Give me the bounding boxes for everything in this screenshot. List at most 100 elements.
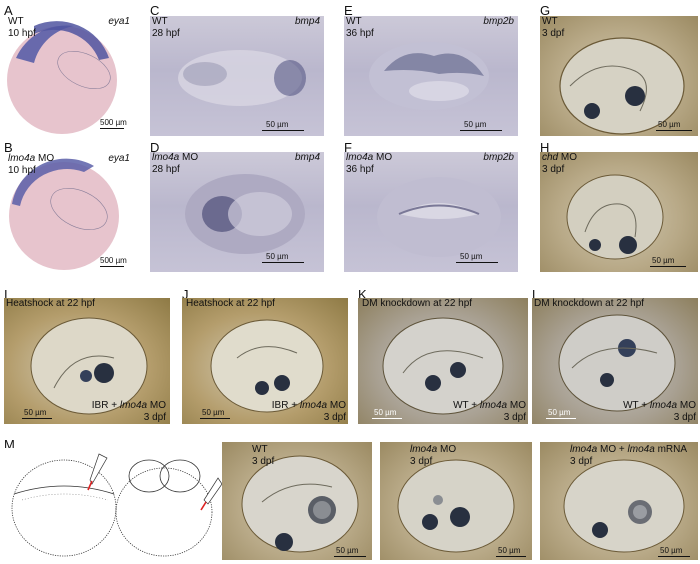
panel-a-stage: 10 hpf [8,28,36,39]
ish-staining [369,42,489,110]
panel-k-scale-label: 50 µm [374,408,397,417]
panel-k-image [358,298,528,424]
panel-letter-f: F [344,140,352,155]
panel-n-scalebar [334,556,366,557]
panel-letter-j: J [182,287,189,302]
otic-vesicle [566,174,664,260]
panel-k-stage: 3 dpf [503,412,526,423]
panel-f-gene: bmp2b [483,152,514,163]
panel-letter-l: L [532,287,540,302]
panel-g-scalebar [656,130,692,131]
otic-vesicle [30,317,148,415]
panel-e-scalebar [460,130,502,131]
panel-i-scale-label: 50 µm [24,408,47,417]
panel-b-image [4,154,132,272]
panel-f-scalebar [456,262,498,263]
panel-b-stage: 10 hpf [8,165,36,176]
otic-vesicle [563,459,685,553]
otic-vesicle [210,319,324,413]
panel-letter-d: D [150,140,160,155]
panel-letter-g: G [540,3,551,18]
otic-vesicle [241,455,359,553]
panel-a-scalebar [100,128,124,129]
panel-d-gene: bmp4 [294,152,320,163]
panel-l-image [532,298,698,424]
panel-a-image [4,18,132,134]
panel-p-image [540,442,698,560]
otic-vesicle [397,459,515,553]
panel-k-treatment: DM knockdown at 22 hpf [362,298,473,309]
panel-p-scale-label: 50 µm [660,546,683,555]
panel-k-condition: WT + lmo4a MO [453,400,526,411]
panel-n-genotype: WT [252,444,268,455]
panel-p-scalebar [658,556,690,557]
panel-i-treatment: Heatshock at 22 hpf [6,298,95,309]
panel-a-gene: eya1 [108,16,130,27]
panel-j-condition: IBR + lmo4a MO [271,400,346,411]
panel-letter-e: E [344,3,353,18]
panel-h-scale-label: 50 µm [652,256,675,265]
panel-l-scalebar [546,418,576,419]
panel-j-image [182,298,348,424]
ish-staining [377,177,501,257]
panel-o-stage: 3 dpf [410,456,433,467]
panel-j-treatment: Heatshock at 22 hpf [186,298,275,309]
panel-n-image [222,442,372,560]
panel-g-scale-label: 50 µm [658,120,681,129]
panel-c-gene: bmp4 [294,16,320,27]
otic-vesicle [382,317,504,415]
panel-d-scale-label: 50 µm [266,252,289,261]
embryo-sketch [11,453,223,557]
panel-j-stage: 3 dpf [323,412,346,423]
panel-a-genotype: WT [8,16,24,27]
panel-a-scale-label: 500 µm [100,118,127,127]
panel-i-image [4,298,170,424]
panel-letter-c: C [150,3,160,18]
panel-n-stage: 3 dpf [252,456,275,467]
panel-e-scale-label: 50 µm [464,120,487,129]
panel-p-genotype: lmo4a MO + lmo4a mRNA [570,444,688,455]
otic-vesicle [558,314,676,412]
panel-h-genotype: chd MO [542,152,578,163]
otic-vesicle [559,37,685,135]
panel-c-genotype: WT [152,16,168,27]
panel-f-genotype: lmo4a MO [346,152,393,163]
panel-letter-i: I [4,287,8,302]
panel-b-gene: eya1 [108,153,130,164]
panel-h-image [540,152,698,272]
panel-h-stage: 3 dpf [542,164,565,175]
panel-m-drawing [4,448,224,560]
panel-e-image [344,16,518,136]
panel-b-scalebar [100,266,124,267]
panel-d-scalebar [262,262,304,263]
panel-f-image [344,152,518,272]
panel-c-stage: 28 hpf [152,28,180,39]
panel-letter-k: K [358,287,367,302]
panel-e-gene: bmp2b [483,16,514,27]
panel-h-scalebar [650,266,686,267]
panel-g-genotype: WT [542,16,558,27]
panel-g-image [540,16,698,136]
panel-e-genotype: WT [346,16,362,27]
panel-f-stage: 36 hpf [346,164,374,175]
panel-j-scale-label: 50 µm [202,408,225,417]
panel-b-scale-label: 500 µm [100,256,127,265]
panel-f-scale-label: 50 µm [460,252,483,261]
panel-d-stage: 28 hpf [152,164,180,175]
panel-d-genotype: lmo4a MO [152,152,199,163]
panel-o-genotype: lmo4a MO [410,444,457,455]
panel-l-condition: WT + lmo4a MO [623,400,696,411]
panel-letter-a: A [4,3,13,18]
embryo-illustration [7,21,117,134]
panel-n-scale-label: 50 µm [336,546,359,555]
panel-i-condition: IBR + lmo4a MO [91,400,166,411]
ish-staining [178,50,306,106]
panel-j-scalebar [200,418,230,419]
panel-o-image [380,442,532,560]
ish-staining [185,174,305,254]
panel-g-stage: 3 dpf [542,28,565,39]
panel-e-stage: 36 hpf [346,28,374,39]
panel-c-image [150,16,324,136]
panel-k-scalebar [372,418,402,419]
panel-o-scalebar [496,556,526,557]
